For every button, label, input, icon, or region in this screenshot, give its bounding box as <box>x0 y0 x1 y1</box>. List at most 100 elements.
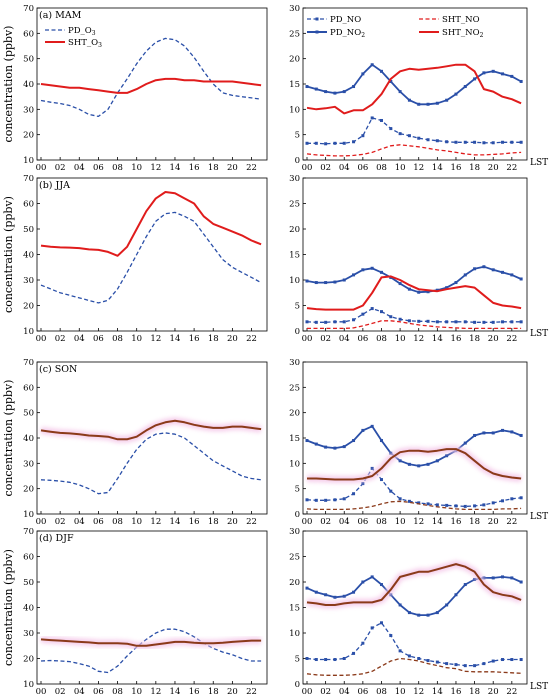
data-point <box>454 593 458 597</box>
y-tick-label: 15 <box>289 434 300 444</box>
x-tick-label: 22 <box>246 687 257 694</box>
y-tick-label: 50 <box>23 578 34 588</box>
panel-son-o3: 10 20 30 40 50 60 70 00 02 04 06 08 10 12 14 16 18 20 22 co… <box>2 358 268 527</box>
x-tick-label: 12 <box>413 334 424 344</box>
data-point <box>482 503 486 507</box>
x-tick-label: 16 <box>189 687 200 694</box>
data-point <box>454 663 458 667</box>
x-tick-label: 00 <box>302 687 313 694</box>
series-line-pd-o3 <box>40 432 262 495</box>
y-tick-label: 60 <box>23 200 34 210</box>
x-tick-label: 08 <box>112 334 123 344</box>
series-line-sht-no <box>306 500 522 511</box>
y-tick-label: 40 <box>23 251 34 261</box>
data-point <box>333 658 337 662</box>
data-point <box>491 69 495 73</box>
y-tick-label: 5 <box>295 302 300 312</box>
data-point <box>342 594 346 598</box>
data-point <box>379 118 383 122</box>
x-tick-label: 04 <box>74 687 85 694</box>
x-tick-label: 02 <box>55 687 66 694</box>
data-point <box>333 595 337 599</box>
x-tick-label: 02 <box>55 517 66 527</box>
data-point <box>333 320 337 324</box>
data-point <box>398 603 402 607</box>
series-line-sht-no2 <box>306 275 522 311</box>
panel-son-nox: 0 5 10 15 20 25 30 00 02 04 06 08 10 12 14 16 18 20 22 LST <box>289 358 548 527</box>
x-tick-label: 14 <box>170 517 181 527</box>
legend-marker <box>315 30 319 34</box>
data-point <box>305 320 309 324</box>
x-tick-label: 08 <box>112 163 123 173</box>
x-tick-label: 08 <box>376 687 387 694</box>
data-point <box>463 504 467 508</box>
data-point <box>454 320 458 324</box>
plot-frame <box>36 530 268 685</box>
data-point <box>417 613 421 617</box>
panel-jja-o3: 10 20 30 40 50 60 70 00 02 04 06 08 10 12 14 16 18 20 22 co… <box>2 174 268 344</box>
plot-frame <box>302 177 528 332</box>
panel-title: (b) JJA <box>39 180 70 191</box>
series-line-sht-no2 <box>307 448 522 481</box>
data-point <box>501 428 505 432</box>
y-tick-label: 25 <box>289 29 300 39</box>
data-point <box>314 281 318 285</box>
data-point <box>473 504 477 508</box>
data-point <box>454 92 458 96</box>
data-point <box>352 590 356 594</box>
data-point <box>510 74 514 78</box>
data-point <box>361 72 365 76</box>
data-point <box>473 664 477 668</box>
data-point <box>463 664 467 668</box>
data-point <box>389 489 393 493</box>
data-point <box>389 634 393 638</box>
x-tick-label: 06 <box>357 334 368 344</box>
series-line-sht-no <box>307 320 522 330</box>
data-point <box>510 576 514 580</box>
data-point <box>519 140 523 144</box>
x-tick-label: 22 <box>246 163 257 173</box>
data-point <box>324 90 328 94</box>
data-point <box>333 498 337 502</box>
data-point <box>389 127 393 131</box>
data-point <box>398 282 402 286</box>
data-point <box>426 290 430 294</box>
data-point <box>379 478 383 482</box>
y-tick-label: 25 <box>289 553 300 563</box>
data-point <box>491 320 495 324</box>
data-point <box>305 279 309 283</box>
x-tick-label: 22 <box>506 517 517 527</box>
data-point <box>426 613 430 617</box>
y-tick-label: 70 <box>23 174 34 184</box>
data-point <box>463 85 467 89</box>
x-tick-label: 16 <box>189 334 200 344</box>
data-point <box>482 431 486 435</box>
x-tick-label: 10 <box>395 517 406 527</box>
x-tick-label: 02 <box>320 687 331 694</box>
data-point <box>342 657 346 660</box>
x-tick-label: 16 <box>451 517 462 527</box>
series-line-sht-no <box>306 657 522 676</box>
x-tick-label: 08 <box>112 517 123 527</box>
data-point <box>352 85 356 89</box>
data-point <box>510 273 514 277</box>
series-line-sht-o3 <box>40 191 262 257</box>
x-tick-label: 18 <box>208 687 219 694</box>
y-tick-label: 10 <box>289 105 300 115</box>
x-tick-label: 00 <box>36 687 47 694</box>
series-line-pd-no2 <box>306 425 522 467</box>
data-point <box>426 102 430 106</box>
x-tick-label: 20 <box>488 517 499 527</box>
plot-frame <box>36 177 268 332</box>
data-point <box>473 77 477 81</box>
data-point <box>519 433 523 437</box>
data-point <box>426 659 430 663</box>
x-tick-label: 12 <box>150 334 161 344</box>
y-tick-label: 10 <box>289 459 300 469</box>
y-tick-label: 30 <box>289 527 300 537</box>
data-point <box>417 319 421 323</box>
data-point <box>407 611 411 615</box>
y-tick-label: 30 <box>23 629 34 639</box>
legend-label: SHT_O3 <box>68 38 102 49</box>
plot-frame <box>302 361 528 515</box>
